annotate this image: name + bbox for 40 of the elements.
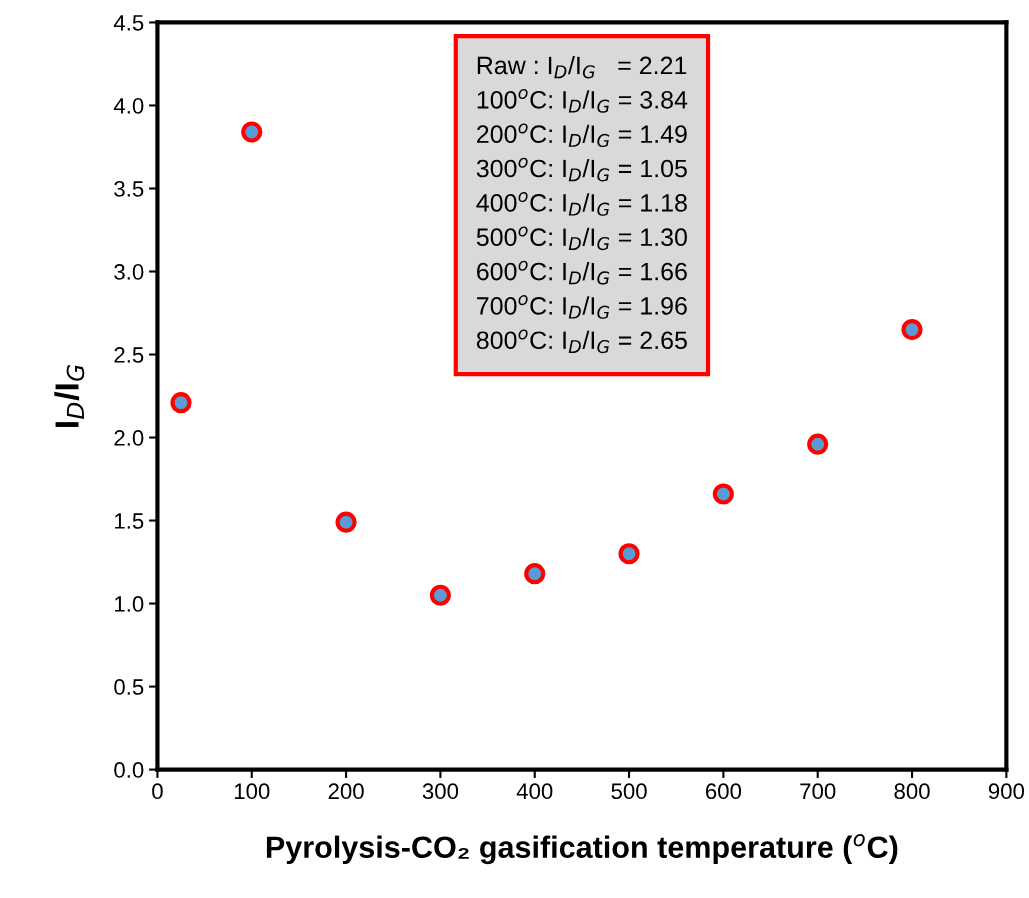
x-tick-label: 700 <box>800 783 836 800</box>
y-tick-label: 2.5 <box>114 347 144 363</box>
annotation: 800$^{o}$C: I$_{D}$/I$_{G}$ = 2.65 <box>476 329 687 354</box>
annotation: 100$^{o}$C: I$_{D}$/I$_{G}$ = 3.84 <box>477 89 688 113</box>
point <box>807 433 829 455</box>
y-tick-label: 3.5 <box>114 181 144 197</box>
x-tick-label: 800 <box>894 783 930 800</box>
y-tick-label: 1.0 <box>115 596 144 612</box>
annotation: 200$^{o}$C: I$_{D}$/I$_{G}$ = 1.49 <box>477 123 687 148</box>
annotation: 300$^{o}$C: I$_{D}$/I$_{G}$ = 1.05 <box>476 157 687 182</box>
x-tick-label: 100 <box>234 783 270 800</box>
y-tick-label: 0.5 <box>114 679 144 695</box>
x-tick-label: 0 <box>152 783 163 800</box>
text: Raw : I$_{D}$/I$_{G}$ = 2.21 <box>477 55 687 79</box>
point <box>901 319 923 341</box>
x-tick-label: 600 <box>705 783 742 800</box>
point <box>170 392 192 414</box>
point <box>524 563 546 585</box>
y-tick-label: 3.0 <box>114 264 144 280</box>
y-tick-label: 4.5 <box>113 15 144 31</box>
x-tick-label: 400 <box>516 783 553 800</box>
y-tick-label: 1.5 <box>115 513 144 529</box>
annotation: 700$^{o}$C: I$_{D}$/I$_{G}$ = 1.96 <box>477 295 687 319</box>
y-tick-label: 0.0 <box>114 762 144 778</box>
point <box>429 584 452 606</box>
x-tick-label: 200 <box>328 783 364 800</box>
point <box>335 511 357 533</box>
x-axis-title: Pyrolysis-CO₂ gasification temperature ($^{o}$C) <box>266 834 898 865</box>
point <box>618 543 640 565</box>
y-tick-label: 4.0 <box>113 98 144 114</box>
annotation: 600$^{o}$C: I$_{D}$/I$_{G}$ = 1.66 <box>477 260 687 285</box>
point <box>712 483 734 505</box>
point <box>241 121 263 143</box>
x-tick-label: 900 <box>988 783 1025 800</box>
y-tick-label: 2.0 <box>114 430 144 446</box>
x-tick-label: 300 <box>422 783 459 800</box>
y-axis-title: I$_{D}$/I$_{G}$ <box>54 364 85 427</box>
x-tick-label: 500 <box>611 783 647 800</box>
annotation: 400$^{o}$C: I$_{D}$/I$_{G}$ = 1.18 <box>476 192 687 216</box>
annotation: 500$^{o}$C: I$_{D}$/I$_{G}$ = 1.30 <box>476 226 687 251</box>
